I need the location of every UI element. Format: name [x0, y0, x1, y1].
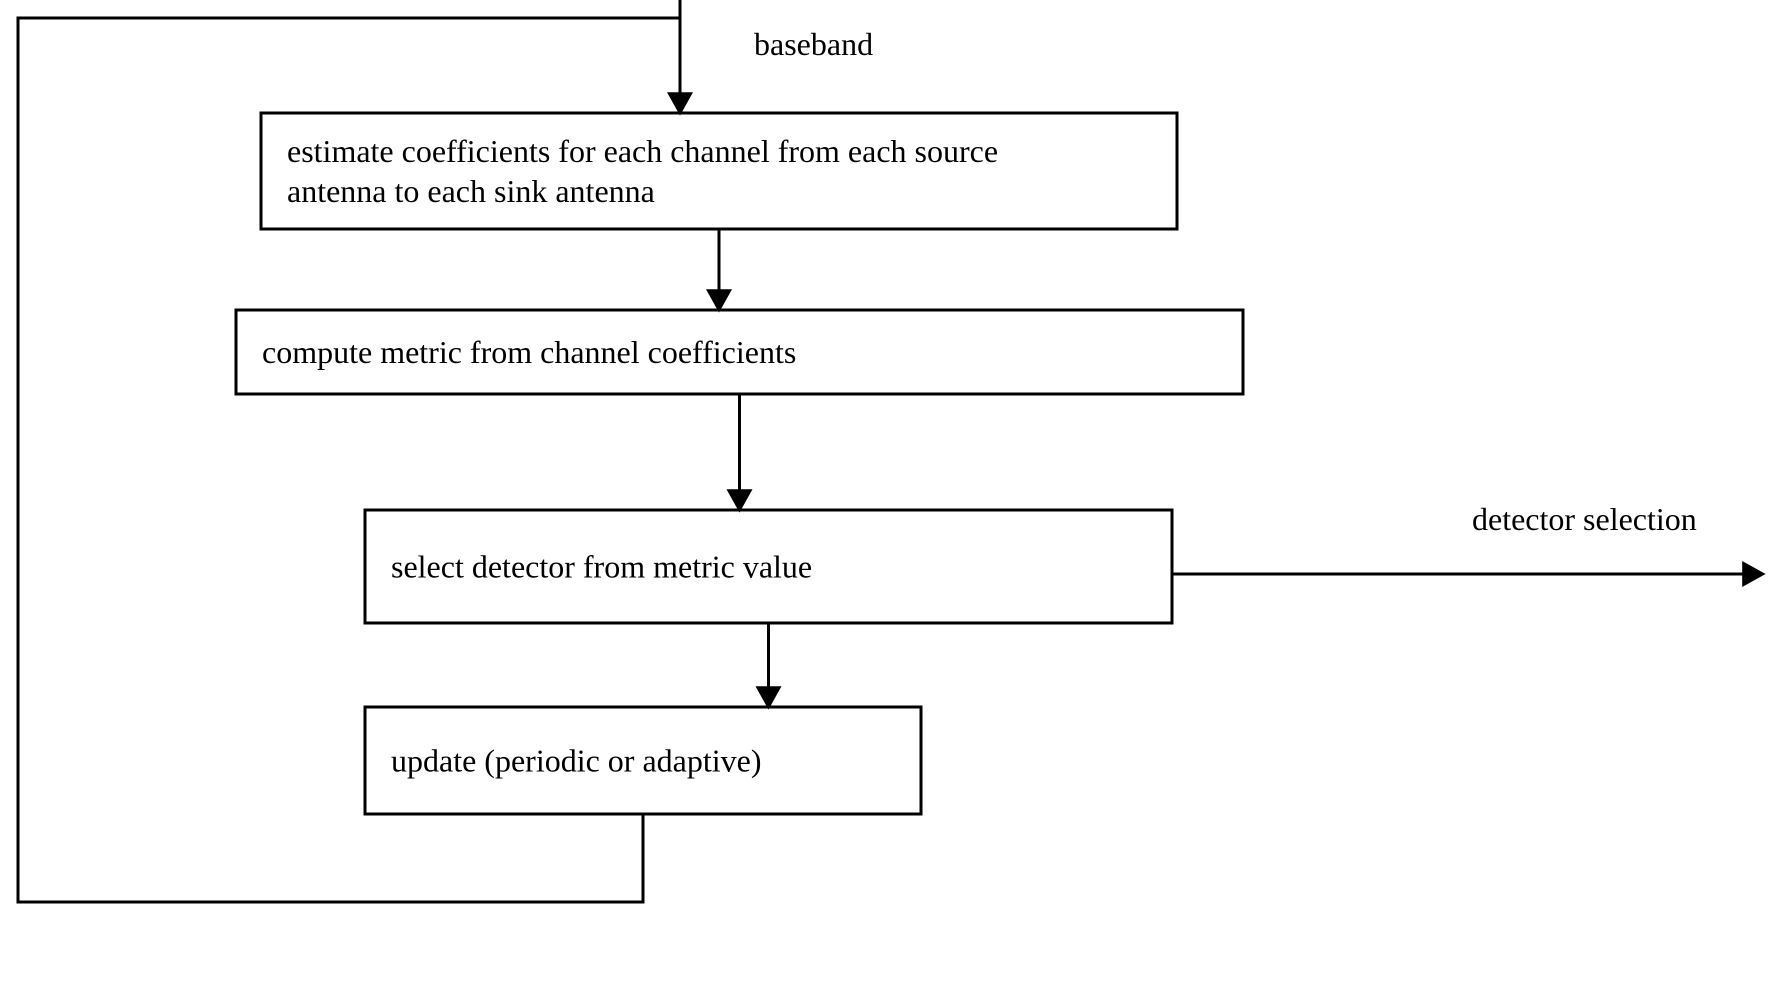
node-text: update (periodic or adaptive) [391, 743, 762, 779]
label-input: baseband [754, 26, 873, 62]
node-box [261, 113, 1177, 229]
node-text: compute metric from channel coefficients [262, 334, 796, 370]
flow-node-n1: estimate coefficients for each channel f… [261, 113, 1177, 229]
flow-node-n3: select detector from metric value [365, 510, 1172, 623]
node-text: estimate coefficients for each channel f… [287, 133, 998, 169]
node-text: select detector from metric value [391, 549, 812, 585]
node-text: antenna to each sink antenna [287, 173, 655, 209]
flow-node-n2: compute metric from channel coefficients [236, 310, 1243, 394]
label-output: detector selection [1472, 501, 1697, 537]
flow-node-n4: update (periodic or adaptive) [365, 707, 921, 814]
